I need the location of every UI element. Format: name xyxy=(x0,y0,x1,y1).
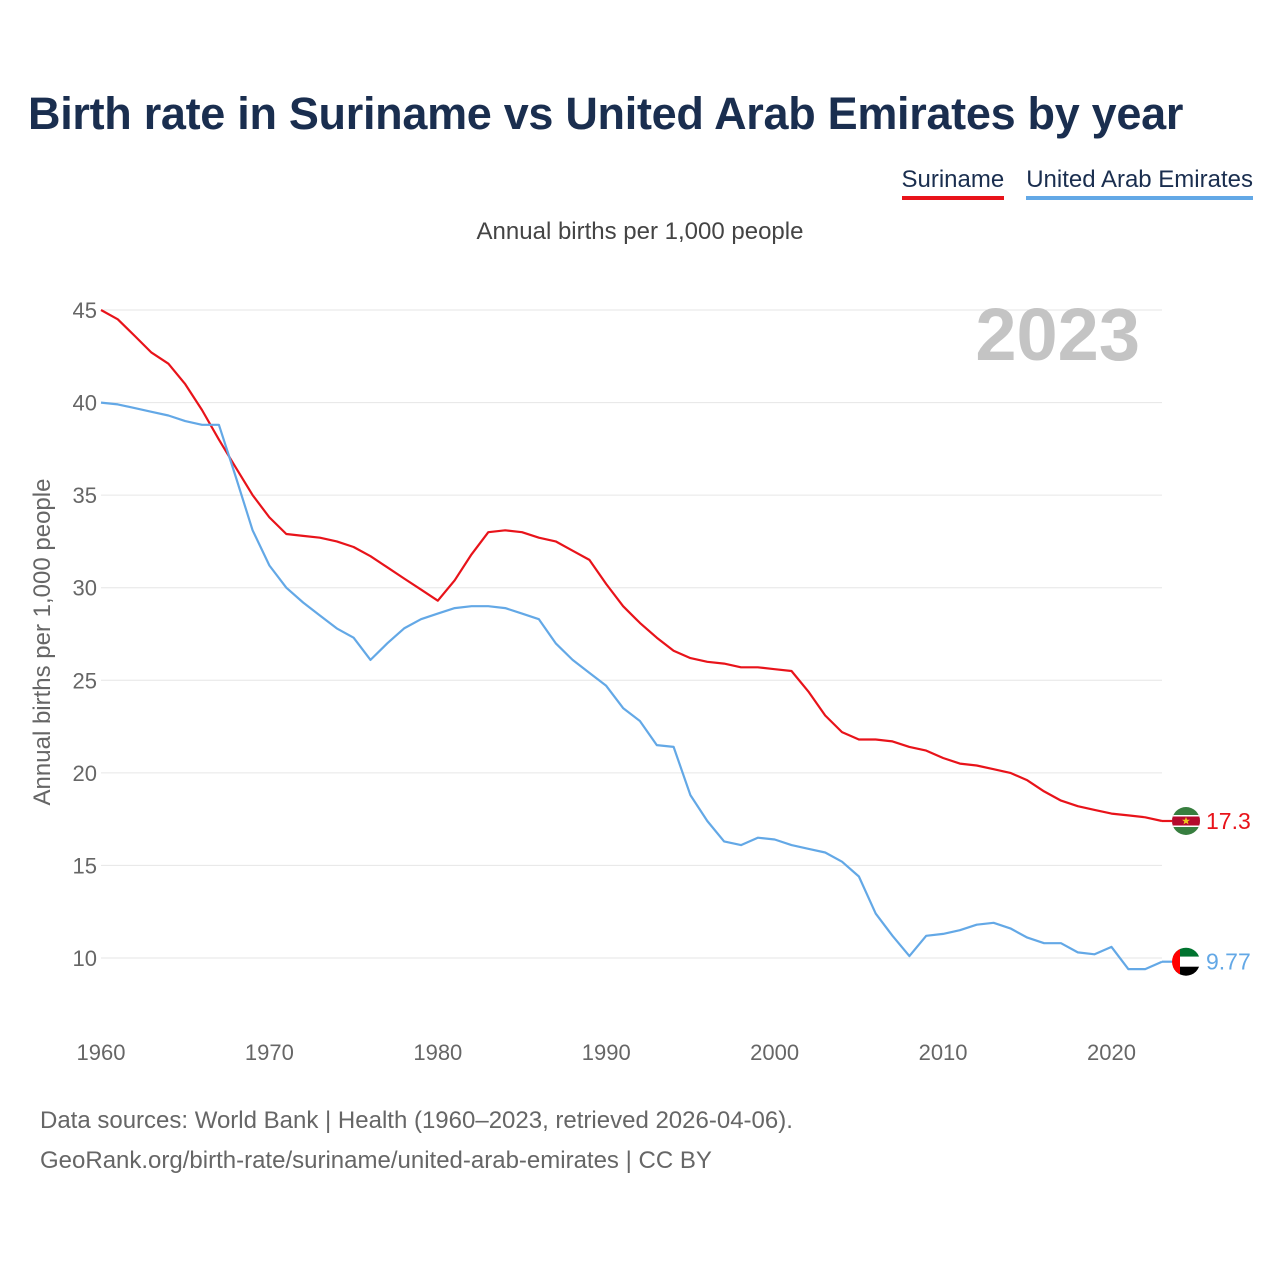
chart-subtitle: Annual births per 1,000 people xyxy=(476,218,804,245)
y-tick-label: 35 xyxy=(73,483,97,508)
series-end-label: 17.3 xyxy=(1206,808,1251,834)
y-tick-label: 25 xyxy=(73,668,97,693)
legend-item-uae[interactable]: United Arab Emirates xyxy=(1026,166,1253,200)
y-tick-label: 40 xyxy=(73,391,97,416)
y-tick-label: 20 xyxy=(73,761,97,786)
y-tick-label: 45 xyxy=(73,298,97,323)
year-watermark: 2023 xyxy=(975,293,1140,376)
series-line-uae[interactable] xyxy=(100,401,1163,971)
suriname-flag-icon xyxy=(1172,807,1200,835)
line-chart: 2023 Annual births per 1,000 people 10 15… xyxy=(29,293,1251,1065)
x-tick-label: 1970 xyxy=(245,1040,294,1065)
x-tick-label: 1990 xyxy=(582,1040,631,1065)
series-line-suriname[interactable] xyxy=(100,309,1163,823)
georank-link[interactable]: GeoRank.org/birth-rate/suriname/united-a… xyxy=(40,1147,712,1174)
x-tick-label: 2010 xyxy=(919,1040,968,1065)
y-axis-label: Annual births per 1,000 people xyxy=(29,479,56,806)
chart-title: Birth rate in Suriname vs United Arab Em… xyxy=(28,88,1184,139)
source-note: Data sources: World Bank | Health (1960–… xyxy=(40,1107,793,1134)
series-end-label: 9.77 xyxy=(1206,949,1251,975)
legend-item-suriname[interactable]: Suriname xyxy=(901,166,1005,200)
x-tick-label: 2020 xyxy=(1087,1040,1136,1065)
uae-flag-icon xyxy=(1172,947,1200,976)
y-tick-label: 15 xyxy=(73,853,97,878)
y-tick-label: 10 xyxy=(73,946,97,971)
x-tick-label: 1980 xyxy=(413,1040,462,1065)
x-tick-label: 1960 xyxy=(77,1040,126,1065)
x-tick-label: 2000 xyxy=(750,1040,799,1065)
source-link[interactable]: GeoRank.org/birth-rate/suriname/united-a… xyxy=(40,1147,712,1175)
legend: Suriname United Arab Emirates xyxy=(901,166,1253,200)
y-tick-label: 30 xyxy=(73,576,97,601)
